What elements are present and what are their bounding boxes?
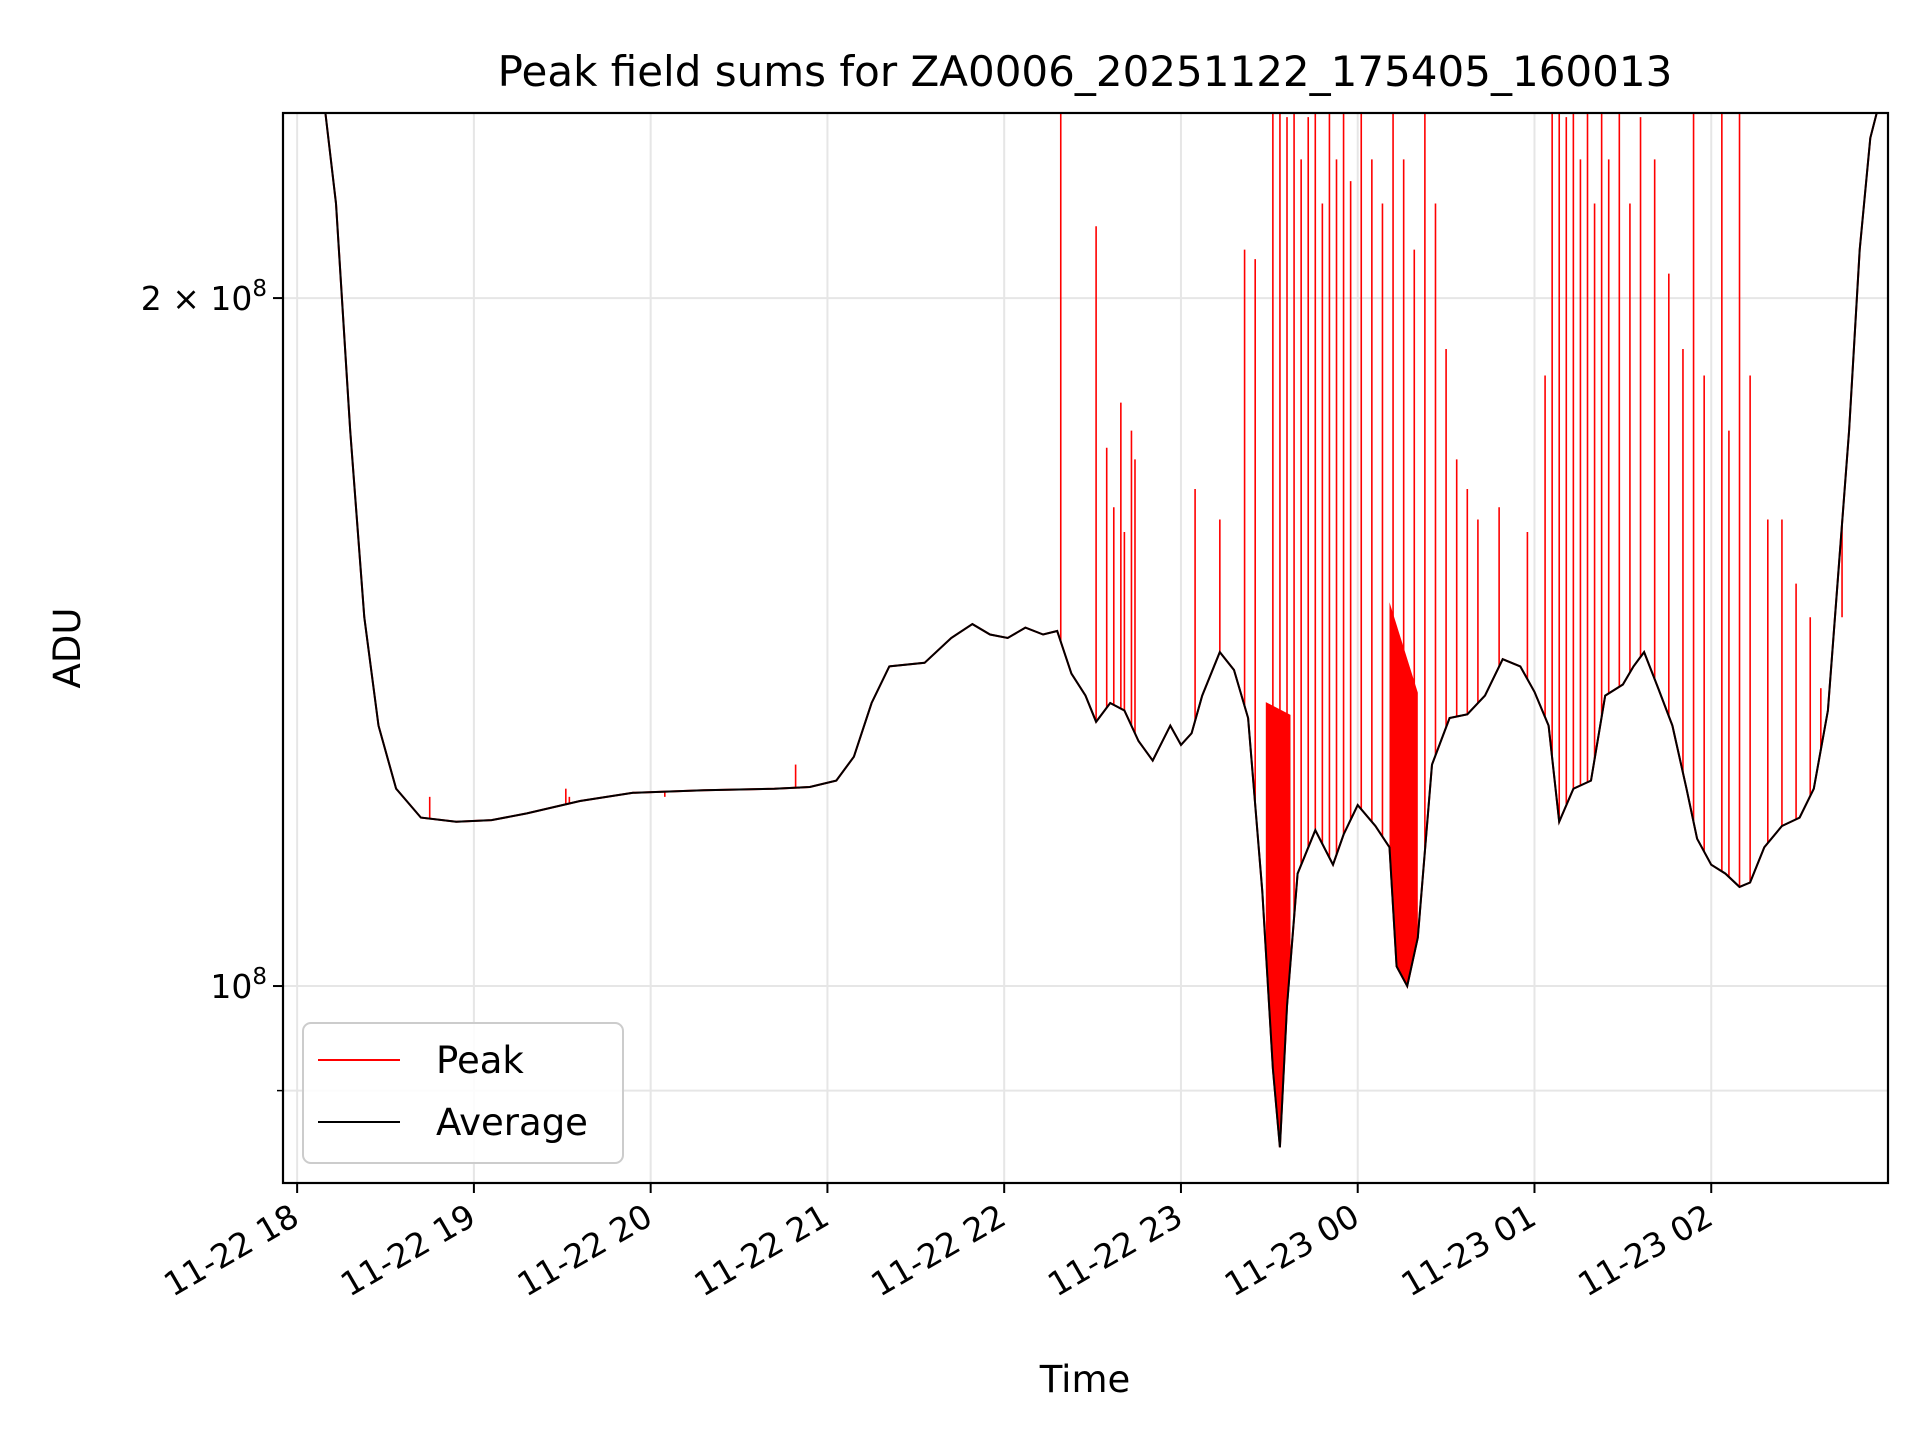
- peak-dip-fill: [1265, 702, 1291, 1146]
- peak-series: [322, 113, 1878, 1148]
- chart-title: Peak field sums for ZA0006_20251122_1754…: [498, 47, 1673, 96]
- legend-peak-label: Peak: [436, 1039, 524, 1082]
- y-tick-label: 2 × 108: [141, 276, 267, 318]
- x-axis-label: Time: [1039, 1358, 1131, 1401]
- legend-average-label: Average: [436, 1101, 588, 1144]
- average-series-line: [322, 113, 1878, 1148]
- grid-lines: [283, 113, 1888, 1183]
- y-axis-label: ADU: [46, 608, 89, 689]
- legend-box: [302, 1022, 624, 1164]
- y-tick-base: 2 × 10: [141, 279, 253, 318]
- y-tick-base: 10: [210, 967, 252, 1006]
- legend: Peak Average: [302, 1022, 624, 1164]
- y-tick-exponent: 8: [252, 276, 267, 302]
- y-tick-exponent: 8: [252, 964, 267, 990]
- plot-frame: [281, 111, 1890, 1185]
- y-tick-label: 108: [210, 964, 267, 1006]
